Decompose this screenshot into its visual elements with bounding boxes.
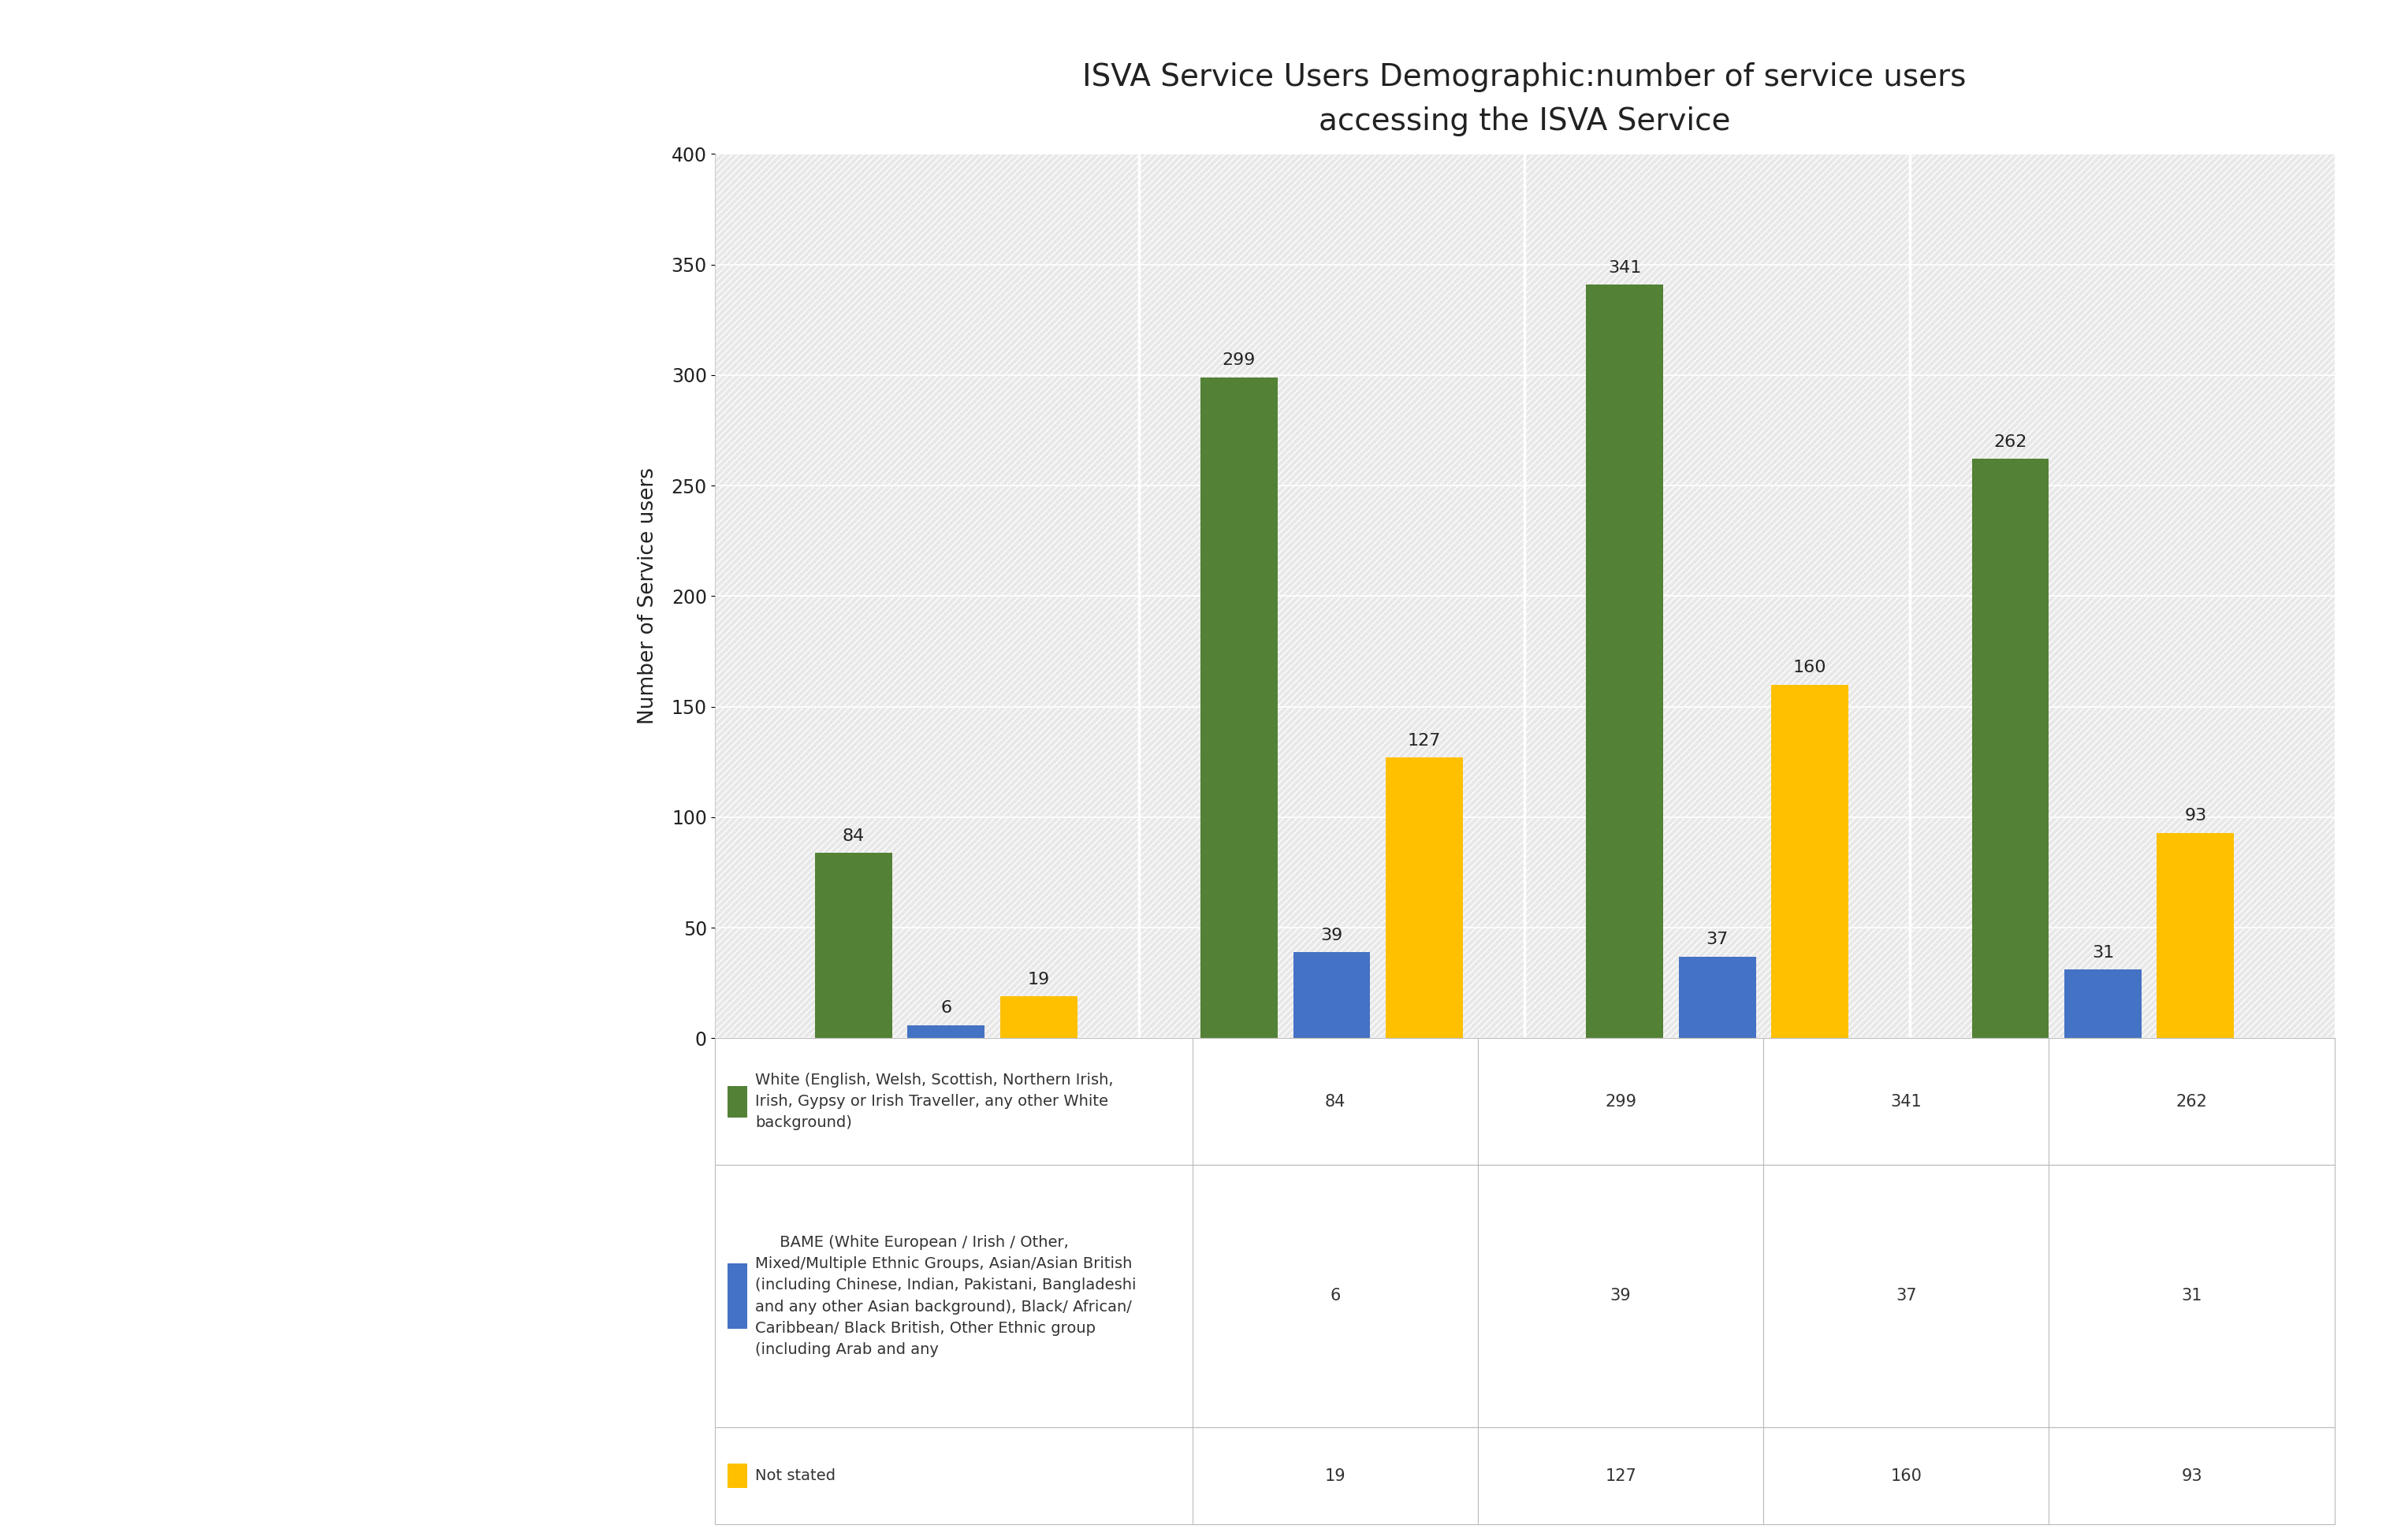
Text: 127: 127 <box>1408 733 1441 748</box>
Bar <box>1763 1038 2049 1164</box>
Bar <box>1772 685 1848 1038</box>
Bar <box>1193 1164 1477 1428</box>
Text: 31: 31 <box>2091 946 2115 961</box>
Bar <box>727 1086 748 1118</box>
Bar <box>715 1428 2334 1525</box>
Text: 37: 37 <box>1706 932 1729 947</box>
Text: 39: 39 <box>1320 927 1343 942</box>
Bar <box>1477 1038 1763 1164</box>
Text: BAME (White European / Irish / Other,
Mixed/Multiple Ethnic Groups, Asian/Asian : BAME (White European / Irish / Other, Mi… <box>755 1235 1136 1357</box>
Text: 93: 93 <box>2184 809 2206 824</box>
Bar <box>1193 1038 1477 1164</box>
Bar <box>727 1263 748 1329</box>
Bar <box>1386 758 1463 1038</box>
Y-axis label: Number of Service users: Number of Service users <box>638 468 657 725</box>
Bar <box>1201 377 1277 1038</box>
Bar <box>1000 996 1077 1038</box>
Text: 262: 262 <box>1994 434 2027 450</box>
Bar <box>1586 285 1663 1038</box>
Bar <box>715 1164 2334 1428</box>
Bar <box>1477 1164 1763 1428</box>
Text: 341: 341 <box>1891 1093 1922 1109</box>
Bar <box>2158 833 2234 1038</box>
Text: 6: 6 <box>1329 1287 1341 1304</box>
Text: 39: 39 <box>1610 1287 1632 1304</box>
Text: 341: 341 <box>1608 260 1641 276</box>
Bar <box>715 1038 2334 1164</box>
Text: 93: 93 <box>2182 1468 2201 1485</box>
Bar <box>2049 1164 2334 1428</box>
Text: 299: 299 <box>1222 353 1255 368</box>
Bar <box>1293 952 1370 1038</box>
Text: 37: 37 <box>1896 1287 1918 1304</box>
Bar <box>908 1026 984 1038</box>
Text: 127: 127 <box>1605 1468 1636 1485</box>
Text: Not stated: Not stated <box>755 1469 836 1483</box>
Bar <box>1763 1164 2049 1428</box>
Text: 19: 19 <box>1027 972 1050 987</box>
Text: 160: 160 <box>1794 661 1827 676</box>
Bar <box>2049 1428 2334 1525</box>
Text: 31: 31 <box>2182 1287 2201 1304</box>
Bar <box>2065 970 2141 1038</box>
Bar <box>1193 1428 1477 1525</box>
Text: White (English, Welsh, Scottish, Northern Irish,
Irish, Gypsy or Irish Traveller: White (English, Welsh, Scottish, Norther… <box>755 1072 1112 1130</box>
Text: 6: 6 <box>941 1001 950 1016</box>
Bar <box>1477 1428 1763 1525</box>
Text: 299: 299 <box>1605 1093 1636 1109</box>
Bar <box>1679 956 1756 1038</box>
Text: 84: 84 <box>1324 1093 1346 1109</box>
Bar <box>1763 1428 2049 1525</box>
Bar <box>727 1465 748 1488</box>
Bar <box>2049 1038 2334 1164</box>
Title: ISVA Service Users Demographic:number of service users
accessing the ISVA Servic: ISVA Service Users Demographic:number of… <box>1081 62 1968 136</box>
Bar <box>815 853 891 1038</box>
Text: 262: 262 <box>2175 1093 2208 1109</box>
Text: 19: 19 <box>1324 1468 1346 1485</box>
Bar <box>1972 459 2049 1038</box>
Text: 84: 84 <box>843 829 865 844</box>
Text: 160: 160 <box>1891 1468 1922 1485</box>
